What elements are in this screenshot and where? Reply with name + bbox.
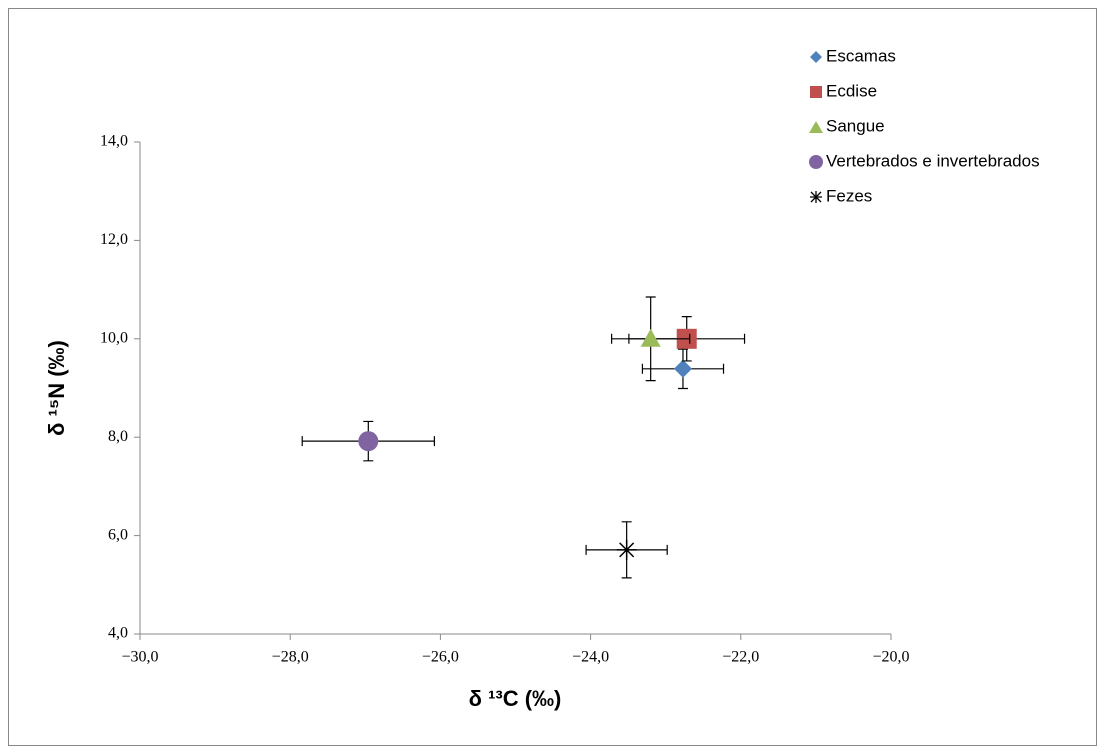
y-axis-title: δ ¹⁵N (‰)	[44, 340, 69, 436]
chart-border	[8, 8, 1097, 746]
x-tick-label: −22,0	[722, 649, 759, 666]
legend-marker	[810, 191, 822, 203]
point	[640, 328, 661, 347]
legend-marker	[809, 155, 823, 169]
y-tick-label: 8,0	[108, 428, 128, 445]
legend-label: Fezes	[826, 186, 872, 205]
y-tick-label: 14,0	[100, 133, 128, 150]
y-tick-label: 4,0	[108, 625, 128, 642]
x-tick-label: −20,0	[872, 649, 909, 666]
legend-marker	[810, 86, 822, 98]
legend-label: Ecdise	[826, 81, 877, 100]
legend-label: Vertebrados e invertebrados	[826, 151, 1040, 170]
y-tick-label: 6,0	[108, 526, 128, 543]
point	[358, 431, 379, 452]
y-tick-label: 10,0	[100, 329, 128, 346]
point	[616, 539, 637, 560]
legend-marker	[809, 121, 823, 133]
y-tick-label: 12,0	[100, 231, 128, 248]
x-tick-label: −30,0	[121, 649, 158, 666]
x-tick-label: −26,0	[422, 649, 459, 666]
x-axis-title: δ ¹³C (‰)	[469, 686, 562, 711]
legend-label: Sangue	[826, 116, 885, 135]
legend-marker	[810, 51, 822, 63]
legend-label: Escamas	[826, 46, 896, 65]
x-tick-label: −28,0	[272, 649, 309, 666]
point	[673, 359, 692, 378]
x-tick-label: −24,0	[572, 649, 609, 666]
